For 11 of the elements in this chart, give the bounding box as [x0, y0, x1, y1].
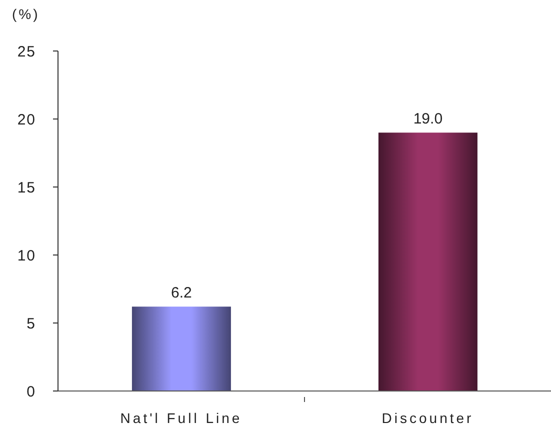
y-axis-title: (%): [12, 6, 40, 22]
y-tick-label: 25: [17, 43, 36, 60]
y-tick-label: 20: [17, 111, 36, 128]
data-label: 19.0: [413, 110, 443, 128]
x-tick-label: Discounter: [382, 410, 474, 426]
y-tick-label: 15: [17, 179, 36, 196]
y-tick-label: 0: [26, 383, 36, 400]
y-tick-label: 10: [17, 247, 36, 264]
y-tick-label: 5: [26, 315, 36, 332]
data-label: 6.2: [171, 284, 192, 302]
x-tick-label: Nat'l Full Line: [120, 410, 242, 426]
